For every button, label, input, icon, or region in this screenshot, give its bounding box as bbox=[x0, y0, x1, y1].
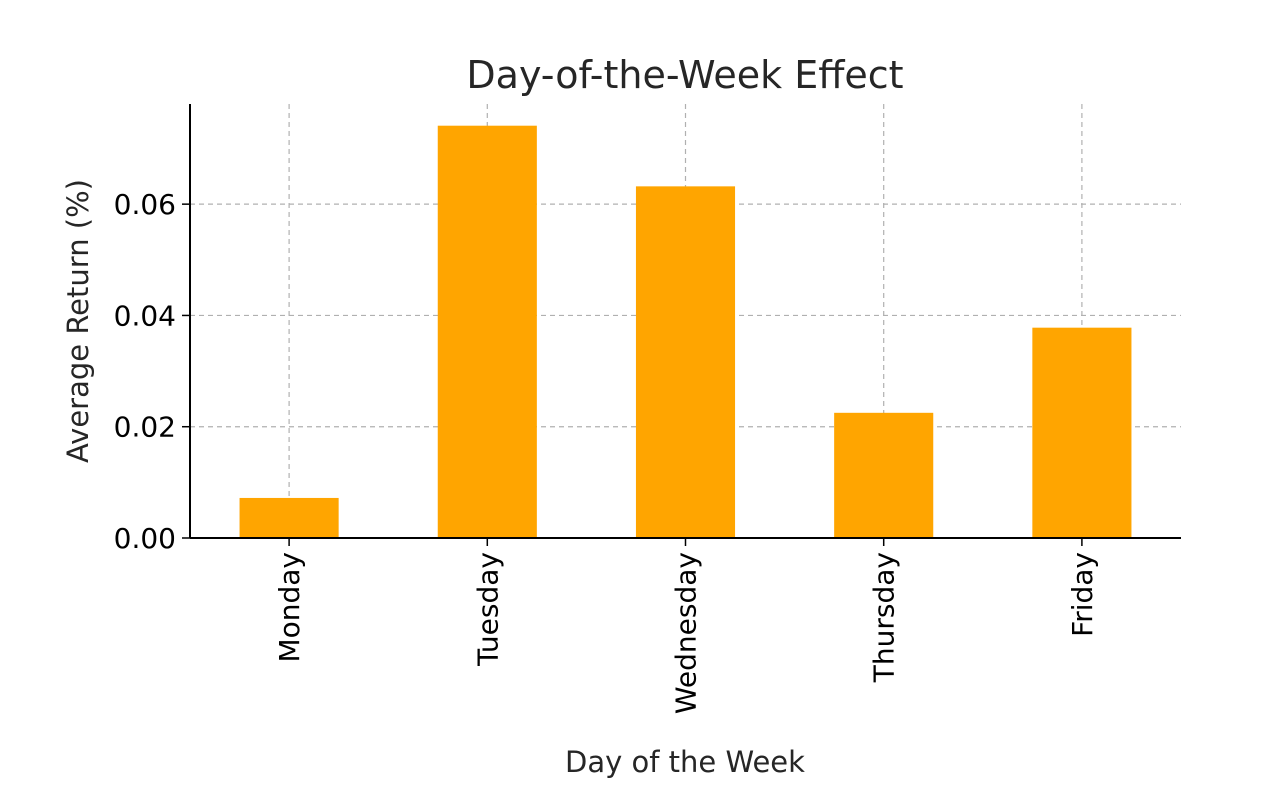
bar-friday bbox=[1032, 327, 1132, 538]
bars bbox=[239, 125, 1132, 538]
x-tick-label: Wednesday bbox=[670, 552, 703, 714]
x-axis-label: Day of the Week bbox=[565, 745, 805, 779]
x-tick-label: Monday bbox=[273, 552, 306, 663]
y-tick-label: 0.06 bbox=[114, 188, 176, 221]
x-ticks: Monday Tuesday Wednesday Thursday Friday bbox=[273, 538, 1099, 714]
x-tick-label: Friday bbox=[1066, 552, 1099, 637]
bar-monday bbox=[239, 497, 339, 538]
y-tick-label: 0.04 bbox=[114, 299, 176, 332]
y-tick-label: 0.00 bbox=[114, 522, 176, 555]
y-axis-label: Average Return (%) bbox=[61, 179, 95, 463]
y-ticks: 0.00 0.02 0.04 0.06 bbox=[114, 188, 190, 555]
y-tick-label: 0.02 bbox=[114, 411, 176, 444]
x-tick-label: Thursday bbox=[868, 552, 901, 683]
bar-wednesday bbox=[635, 186, 736, 538]
chart-title: Day-of-the-Week Effect bbox=[466, 53, 903, 97]
x-tick-label: Tuesday bbox=[471, 552, 504, 667]
bar-tuesday bbox=[437, 125, 537, 538]
bar-thursday bbox=[834, 412, 934, 538]
